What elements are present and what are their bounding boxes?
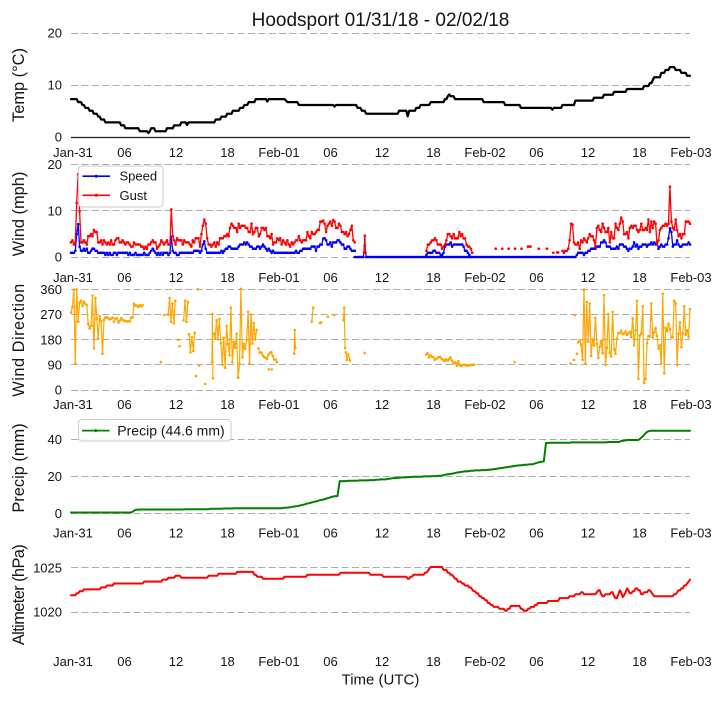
svg-text:18: 18 bbox=[426, 270, 440, 285]
svg-text:Feb-03: Feb-03 bbox=[670, 270, 711, 285]
svg-text:06: 06 bbox=[323, 654, 337, 669]
svg-text:06: 06 bbox=[323, 145, 337, 160]
svg-text:Wind Direction: Wind Direction bbox=[10, 283, 28, 397]
svg-text:Feb-01: Feb-01 bbox=[258, 397, 299, 412]
svg-text:Jan-31: Jan-31 bbox=[53, 397, 93, 412]
svg-text:Feb-02: Feb-02 bbox=[464, 397, 505, 412]
svg-text:12: 12 bbox=[169, 526, 183, 541]
svg-text:Feb-02: Feb-02 bbox=[464, 270, 505, 285]
svg-text:18: 18 bbox=[632, 654, 646, 669]
svg-text:Jan-31: Jan-31 bbox=[53, 270, 93, 285]
svg-text:Hoodsport 01/31/18 - 02/02/18: Hoodsport 01/31/18 - 02/02/18 bbox=[252, 10, 510, 31]
svg-text:Feb-02: Feb-02 bbox=[464, 145, 505, 160]
svg-text:10: 10 bbox=[48, 78, 62, 93]
svg-text:0: 0 bbox=[55, 130, 62, 145]
svg-text:10: 10 bbox=[48, 203, 62, 218]
svg-text:06: 06 bbox=[529, 526, 543, 541]
svg-text:Feb-01: Feb-01 bbox=[258, 145, 299, 160]
svg-text:90: 90 bbox=[48, 357, 62, 372]
svg-text:Feb-02: Feb-02 bbox=[464, 654, 505, 669]
svg-text:12: 12 bbox=[581, 270, 595, 285]
svg-text:18: 18 bbox=[632, 526, 646, 541]
svg-text:06: 06 bbox=[117, 654, 131, 669]
svg-text:270: 270 bbox=[40, 307, 62, 322]
svg-text:06: 06 bbox=[117, 270, 131, 285]
svg-text:12: 12 bbox=[169, 397, 183, 412]
svg-text:18: 18 bbox=[632, 145, 646, 160]
svg-text:06: 06 bbox=[117, 526, 131, 541]
svg-text:12: 12 bbox=[375, 145, 389, 160]
svg-text:20: 20 bbox=[48, 157, 62, 172]
svg-text:12: 12 bbox=[581, 145, 595, 160]
svg-text:12: 12 bbox=[169, 270, 183, 285]
svg-text:1025: 1025 bbox=[33, 560, 62, 575]
svg-text:Jan-31: Jan-31 bbox=[53, 654, 93, 669]
svg-text:18: 18 bbox=[426, 145, 440, 160]
svg-text:06: 06 bbox=[323, 397, 337, 412]
svg-text:Feb-02: Feb-02 bbox=[464, 526, 505, 541]
svg-text:18: 18 bbox=[220, 145, 234, 160]
svg-text:18: 18 bbox=[632, 397, 646, 412]
svg-text:18: 18 bbox=[220, 397, 234, 412]
svg-text:18: 18 bbox=[426, 526, 440, 541]
svg-text:12: 12 bbox=[169, 145, 183, 160]
svg-text:18: 18 bbox=[426, 654, 440, 669]
svg-text:20: 20 bbox=[48, 469, 62, 484]
svg-text:18: 18 bbox=[426, 397, 440, 412]
svg-text:06: 06 bbox=[323, 270, 337, 285]
svg-text:06: 06 bbox=[529, 654, 543, 669]
svg-text:40: 40 bbox=[48, 432, 62, 447]
svg-text:12: 12 bbox=[581, 526, 595, 541]
svg-text:12: 12 bbox=[581, 397, 595, 412]
svg-text:06: 06 bbox=[117, 145, 131, 160]
svg-text:Precip (44.6 mm): Precip (44.6 mm) bbox=[117, 422, 224, 438]
svg-text:12: 12 bbox=[375, 397, 389, 412]
svg-text:1020: 1020 bbox=[33, 605, 62, 620]
svg-text:Feb-01: Feb-01 bbox=[258, 270, 299, 285]
svg-text:180: 180 bbox=[40, 332, 62, 347]
svg-text:20: 20 bbox=[48, 26, 62, 41]
svg-text:Temp (°C): Temp (°C) bbox=[10, 48, 28, 122]
svg-text:Feb-03: Feb-03 bbox=[670, 526, 711, 541]
svg-text:18: 18 bbox=[632, 270, 646, 285]
svg-text:06: 06 bbox=[529, 270, 543, 285]
svg-text:Jan-31: Jan-31 bbox=[53, 526, 93, 541]
svg-text:Time (UTC): Time (UTC) bbox=[342, 672, 420, 689]
svg-text:Wind (mph): Wind (mph) bbox=[10, 172, 28, 257]
svg-text:18: 18 bbox=[220, 270, 234, 285]
svg-text:Feb-03: Feb-03 bbox=[670, 397, 711, 412]
svg-text:0: 0 bbox=[55, 383, 62, 398]
svg-text:18: 18 bbox=[220, 526, 234, 541]
svg-text:06: 06 bbox=[323, 526, 337, 541]
svg-text:06: 06 bbox=[117, 397, 131, 412]
svg-text:Speed: Speed bbox=[120, 169, 158, 184]
svg-text:12: 12 bbox=[169, 654, 183, 669]
svg-text:06: 06 bbox=[529, 397, 543, 412]
svg-text:Feb-03: Feb-03 bbox=[670, 654, 711, 669]
svg-text:18: 18 bbox=[220, 654, 234, 669]
svg-text:Altimeter (hPa): Altimeter (hPa) bbox=[10, 545, 28, 645]
svg-text:Feb-01: Feb-01 bbox=[258, 654, 299, 669]
svg-text:12: 12 bbox=[375, 654, 389, 669]
svg-text:12: 12 bbox=[581, 654, 595, 669]
svg-text:Feb-03: Feb-03 bbox=[670, 145, 711, 160]
svg-text:Precip (mm): Precip (mm) bbox=[10, 423, 28, 512]
svg-text:12: 12 bbox=[375, 270, 389, 285]
svg-text:Feb-01: Feb-01 bbox=[258, 526, 299, 541]
svg-text:0: 0 bbox=[55, 506, 62, 521]
svg-text:0: 0 bbox=[55, 250, 62, 265]
svg-text:360: 360 bbox=[40, 282, 62, 297]
svg-text:06: 06 bbox=[529, 145, 543, 160]
svg-text:Gust: Gust bbox=[120, 188, 148, 203]
svg-text:Jan-31: Jan-31 bbox=[53, 145, 93, 160]
svg-text:12: 12 bbox=[375, 526, 389, 541]
